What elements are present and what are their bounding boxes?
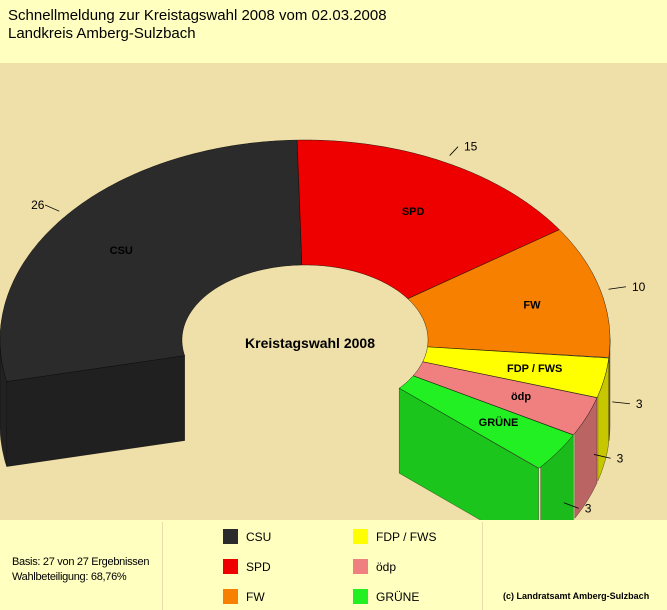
legend-item: FDP / FWS <box>353 529 436 544</box>
seat-count-grüne: 3 <box>585 501 592 515</box>
divider <box>162 522 163 610</box>
legend-label: ödp <box>376 559 397 574</box>
leader-line-ödp <box>593 454 611 459</box>
legend-item: CSU <box>223 529 271 544</box>
leader-line-fw <box>608 286 627 290</box>
legend-swatch <box>223 589 238 604</box>
legend-item: FW <box>223 589 265 604</box>
seat-count-spd: 15 <box>464 140 478 154</box>
slice-label-grüne: GRÜNE <box>479 416 519 429</box>
slice-grüne <box>398 375 574 469</box>
leader-line-grüne <box>563 502 579 509</box>
legend-swatch <box>353 529 368 544</box>
slice-label-fdpfws: FDP / FWS <box>507 363 562 375</box>
header-title: Schnellmeldung zur Kreistagswahl 2008 vo… <box>8 7 387 24</box>
legend-label: CSU <box>246 529 272 544</box>
legend-label: SPD <box>246 559 271 574</box>
legend-label: FDP / FWS <box>376 529 437 544</box>
legend-swatch <box>223 529 238 544</box>
seat-count-csu: 26 <box>31 198 45 212</box>
basis-info: Basis: 27 von 27 Ergebnissen Wahlbeteili… <box>12 555 149 585</box>
leader-line-csu <box>44 204 60 212</box>
legend-swatch <box>353 589 368 604</box>
donut-chart: CSU 26 SPD 15 FW 10 FDP / FWS 3 ödp 3 GRÜNE 3 Kreis… <box>0 139 646 554</box>
slice-label-csu: CSU <box>110 245 133 257</box>
leader-line-spd <box>449 146 459 156</box>
slice-spd <box>296 139 560 299</box>
header-subtitle: Landkreis Amberg-Sulzbach <box>8 25 196 42</box>
legend-item: SPD <box>223 559 271 574</box>
leader-line-fdpfws <box>612 401 630 405</box>
legend-item: ödp <box>353 559 396 574</box>
seat-count-ödp: 3 <box>617 451 624 465</box>
slice-label-fw: FW <box>523 299 541 311</box>
legend-item: GRÜNE <box>353 589 419 604</box>
legend-swatch <box>223 559 238 574</box>
slice-label-spd: SPD <box>402 206 425 218</box>
legend-label: FW <box>246 589 265 604</box>
divider <box>482 522 483 610</box>
footer: Basis: 27 von 27 Ergebnissen Wahlbeteili… <box>0 522 667 610</box>
header: Schnellmeldung zur Kreistagswahl 2008 vo… <box>8 7 387 43</box>
seat-count-fw: 10 <box>632 280 646 294</box>
basis-text: Basis: 27 von 27 Ergebnissen <box>12 556 150 568</box>
turnout-text: Wahlbeteiligung: 68,76% <box>12 571 127 583</box>
legend-swatch <box>353 559 368 574</box>
slice-label-ödp: ödp <box>511 391 531 403</box>
chart-area: CSU 26 SPD 15 FW 10 FDP / FWS 3 ödp 3 GRÜNE 3 Kreis… <box>0 63 667 554</box>
legend-label: GRÜNE <box>376 589 420 604</box>
seat-count-fdpfws: 3 <box>636 397 643 411</box>
copyright: (c) Landratsamt Amberg-Sulzbach <box>503 591 650 601</box>
chart-title: Kreistagswahl 2008 <box>245 335 375 351</box>
